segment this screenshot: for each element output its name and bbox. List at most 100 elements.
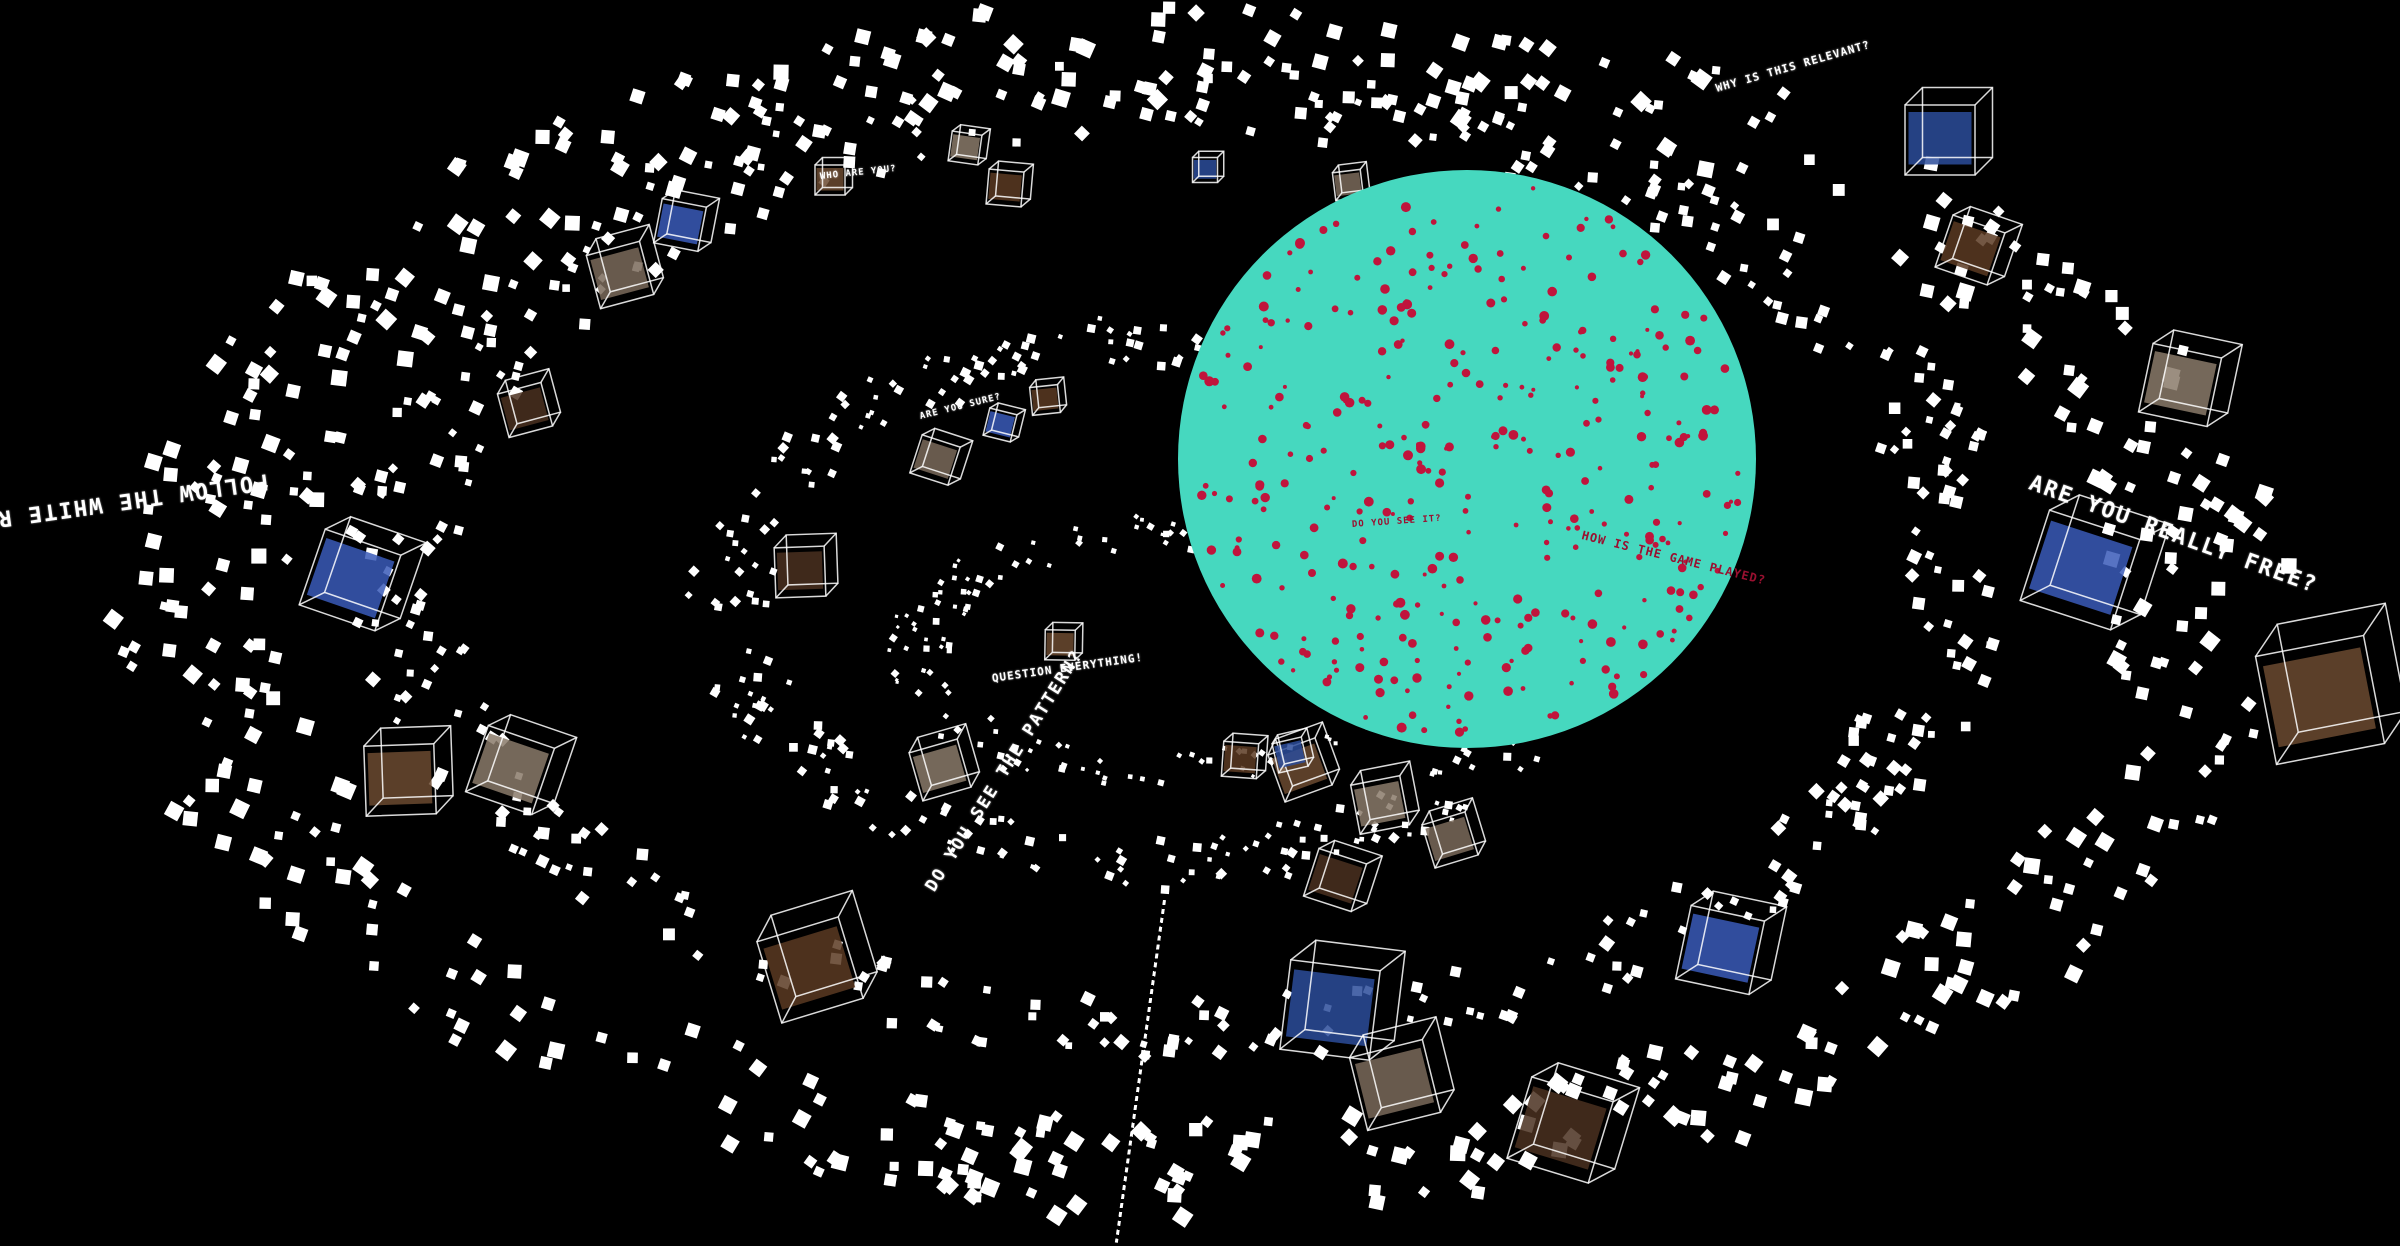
particle <box>920 976 933 988</box>
particle <box>1289 70 1300 80</box>
particle <box>610 151 626 166</box>
particle <box>732 713 737 718</box>
media-cube[interactable] <box>652 188 721 254</box>
media-cube[interactable] <box>1220 732 1269 780</box>
media-cube[interactable] <box>1191 150 1225 184</box>
media-cube[interactable] <box>1348 760 1421 836</box>
media-cube[interactable] <box>908 425 974 488</box>
particle <box>1924 957 1939 972</box>
media-cube[interactable] <box>773 532 839 599</box>
particle <box>926 1018 940 1032</box>
particle <box>911 126 922 138</box>
particle <box>548 864 561 877</box>
particle <box>1705 241 1717 253</box>
particle <box>1027 747 1034 754</box>
media-cube[interactable] <box>2250 602 2400 766</box>
media-cube[interactable] <box>583 223 667 310</box>
particle <box>1502 1094 1523 1115</box>
particle <box>414 587 428 602</box>
media-cube[interactable] <box>2137 326 2244 430</box>
particle <box>535 129 550 145</box>
media-cube[interactable] <box>1028 376 1068 417</box>
particle <box>1612 1099 1630 1116</box>
particle <box>350 476 367 493</box>
particle <box>205 493 217 505</box>
particle <box>1417 1185 1431 1199</box>
particle <box>260 514 272 526</box>
particle <box>346 294 361 309</box>
particle <box>2252 526 2268 542</box>
particle <box>2072 278 2092 297</box>
media-cube[interactable] <box>2019 488 2171 638</box>
particle <box>943 355 951 363</box>
media-cube[interactable] <box>1345 1015 1459 1132</box>
particle <box>1955 282 1976 302</box>
particle <box>1113 1033 1130 1051</box>
media-cube[interactable] <box>985 160 1035 208</box>
media-cube[interactable] <box>982 401 1027 443</box>
media-cube[interactable] <box>947 123 992 166</box>
particle <box>1743 911 1753 921</box>
particle <box>1662 1105 1686 1128</box>
particle <box>2036 252 2050 267</box>
particle <box>1080 766 1086 772</box>
particle <box>1940 913 1959 932</box>
media-cube[interactable] <box>1674 887 1788 998</box>
particle <box>2191 473 2211 493</box>
particle <box>725 73 740 88</box>
particle <box>336 779 357 801</box>
particle <box>2135 862 2151 878</box>
particle <box>1087 1017 1100 1030</box>
particle <box>1713 901 1724 911</box>
media-cube[interactable] <box>363 724 454 817</box>
particle <box>392 407 402 418</box>
media-cube[interactable] <box>1934 202 2024 289</box>
central-planet[interactable] <box>1178 170 1756 748</box>
particle <box>429 453 445 469</box>
media-cube[interactable] <box>495 367 564 439</box>
particle <box>1370 833 1381 844</box>
particle <box>1125 338 1135 348</box>
particle <box>1005 753 1010 758</box>
media-cube[interactable] <box>464 709 578 820</box>
particle <box>2061 261 2075 275</box>
particle <box>938 590 943 595</box>
particle <box>182 664 203 685</box>
media-cube[interactable] <box>298 510 428 637</box>
particle <box>1571 1072 1585 1086</box>
media-cube[interactable] <box>1505 1057 1641 1190</box>
media-cube[interactable] <box>1302 837 1384 916</box>
particle <box>2009 851 2026 868</box>
particle <box>1837 796 1854 813</box>
media-cube[interactable] <box>751 889 884 1025</box>
particle <box>1162 539 1169 546</box>
particle <box>268 298 285 315</box>
particle <box>666 246 681 261</box>
media-cube[interactable] <box>1279 938 1407 1063</box>
media-cube[interactable] <box>1043 621 1084 662</box>
media-cube[interactable] <box>814 156 854 196</box>
particle <box>826 743 833 750</box>
particle <box>421 678 433 690</box>
particle <box>785 679 793 686</box>
media-cube[interactable] <box>906 722 983 802</box>
particle <box>356 313 367 323</box>
media-cube[interactable] <box>1904 86 1994 176</box>
particle <box>1176 752 1183 759</box>
particle <box>762 655 774 667</box>
particle <box>453 157 467 171</box>
particle <box>1191 994 1205 1009</box>
particle <box>752 734 763 745</box>
particle <box>1944 419 1957 432</box>
particle <box>1146 88 1169 111</box>
particle <box>821 43 834 56</box>
media-cube[interactable] <box>1270 727 1315 774</box>
particle <box>433 287 451 306</box>
particle <box>1359 836 1365 842</box>
particle <box>1166 854 1176 864</box>
media-cube[interactable] <box>1419 796 1489 870</box>
particle <box>1510 159 1525 174</box>
particle <box>1470 1185 1486 1200</box>
particle <box>1457 106 1471 120</box>
